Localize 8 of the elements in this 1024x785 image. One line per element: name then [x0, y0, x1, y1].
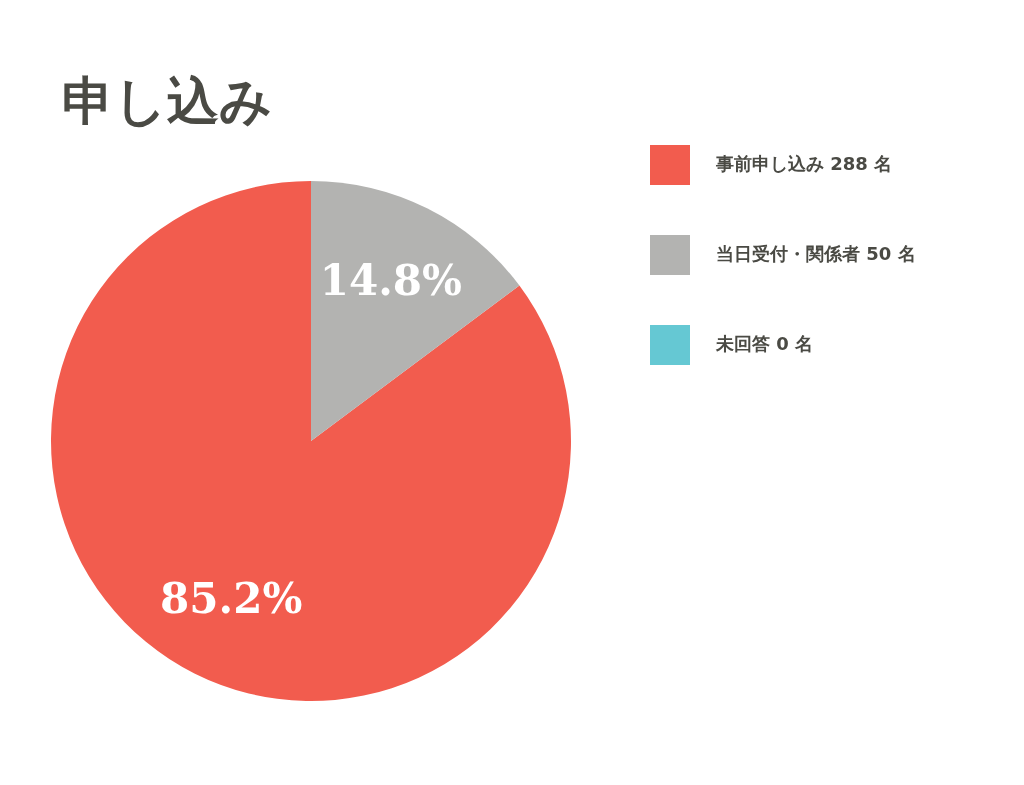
data-label: 14.8% [319, 255, 462, 305]
chart-title: 申し込み [62, 71, 272, 131]
legend-label: 未回答 0 名 [715, 333, 814, 354]
legend-label: 事前申し込み 288 名 [715, 153, 893, 174]
pie-slice [311, 181, 520, 441]
legend-label: 当日受付・関係者 50 名 [716, 243, 916, 264]
data-label: 85.2% [160, 574, 303, 624]
pie-slice [51, 181, 571, 701]
